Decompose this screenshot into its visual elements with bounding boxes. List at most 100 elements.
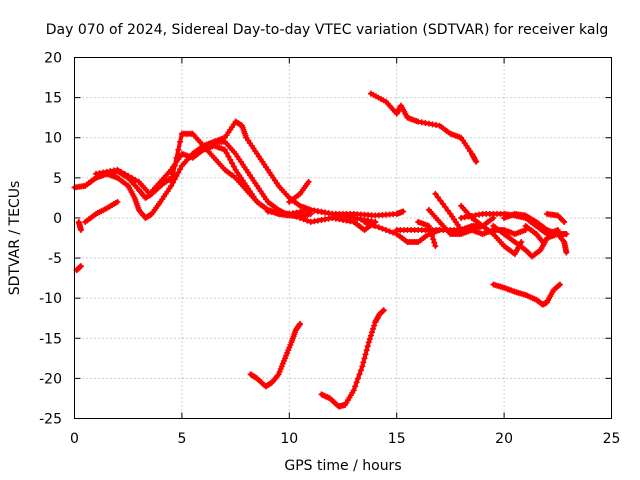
- data-point: [382, 226, 389, 233]
- data-point: [365, 339, 372, 346]
- data-point: [400, 208, 407, 215]
- data-point: [227, 156, 234, 163]
- y-tick-label: -5: [48, 251, 62, 267]
- series-arc-23: [544, 210, 568, 225]
- y-tick-label: 20: [44, 51, 62, 67]
- data-point: [473, 158, 480, 165]
- x-tick-label: 25: [603, 431, 621, 447]
- data-point: [225, 153, 232, 160]
- data-point: [128, 174, 135, 181]
- y-tick-label: -25: [39, 412, 62, 428]
- data-point: [177, 166, 184, 173]
- data-point: [444, 207, 451, 214]
- y-tick-label: 10: [44, 131, 62, 147]
- series-arc-4: [82, 198, 121, 225]
- data-point: [360, 359, 367, 366]
- data-point: [430, 236, 437, 243]
- data-point: [371, 322, 378, 329]
- data-point: [297, 214, 304, 221]
- series-arc-16: [415, 218, 439, 250]
- data-point: [297, 320, 304, 327]
- data-point: [372, 222, 379, 229]
- data-point: [350, 387, 357, 394]
- data-point: [437, 197, 444, 204]
- series-arc-9: [286, 178, 312, 205]
- data-point: [177, 138, 184, 145]
- data-point: [370, 325, 377, 332]
- y-tick-label: -15: [39, 331, 62, 347]
- data-point: [300, 216, 307, 223]
- data-point: [230, 163, 237, 170]
- data-point: [223, 150, 230, 157]
- data-point: [121, 170, 128, 177]
- data-point: [168, 178, 175, 185]
- series-arc-20: [490, 222, 570, 260]
- y-tick-label: 0: [53, 211, 62, 227]
- data-point: [380, 307, 387, 314]
- data-point: [366, 335, 373, 342]
- data-point: [356, 371, 363, 378]
- data-point: [556, 281, 563, 288]
- data-point: [361, 355, 368, 362]
- x-tick-label: 0: [70, 431, 79, 447]
- data-point: [561, 218, 568, 225]
- data-point: [305, 178, 312, 185]
- data-point: [77, 226, 84, 233]
- data-point: [171, 162, 178, 169]
- data-point: [173, 154, 180, 161]
- data-point: [289, 212, 296, 219]
- data-point: [293, 213, 300, 220]
- data-point: [353, 379, 360, 386]
- x-tick-label: 20: [495, 431, 513, 447]
- data-point: [442, 204, 449, 211]
- data-point: [77, 263, 84, 270]
- data-point: [429, 232, 436, 239]
- data-point: [221, 146, 228, 153]
- data-point: [363, 347, 370, 354]
- data-point: [439, 200, 446, 207]
- series-arc-21: [501, 210, 570, 237]
- data-point: [362, 351, 369, 358]
- data-point: [286, 210, 293, 217]
- data-point: [555, 282, 562, 289]
- data-point: [390, 229, 397, 236]
- data-point: [386, 228, 393, 235]
- data-point: [304, 217, 311, 224]
- data-point: [114, 198, 121, 205]
- series-arc-24: [490, 281, 563, 308]
- y-tick-label: -20: [39, 371, 62, 387]
- data-point: [425, 222, 432, 229]
- y-tick-label: 5: [53, 171, 62, 187]
- tick-labels: 0 5 10 15 20 25 -25 -20 -15 -10 -5 0 5 10 15 20: [39, 51, 620, 448]
- data-point: [375, 224, 382, 231]
- data-point: [352, 383, 359, 390]
- data-point: [125, 172, 132, 179]
- data-point: [364, 343, 371, 350]
- y-tick-label: -10: [39, 291, 62, 307]
- data-point: [379, 225, 386, 232]
- data-point: [175, 169, 182, 176]
- plot-marks: [71, 90, 570, 410]
- series-arc-2: [75, 218, 84, 233]
- x-tick-label: 5: [177, 431, 186, 447]
- data-point: [563, 230, 570, 237]
- x-tick-label: 10: [280, 431, 298, 447]
- data-point: [368, 329, 375, 336]
- data-point: [175, 146, 182, 153]
- data-point: [357, 367, 364, 374]
- data-point: [428, 229, 435, 236]
- series-arc-18: [458, 202, 525, 258]
- data-point: [431, 239, 438, 246]
- data-point: [432, 243, 439, 250]
- x-tick-label: 15: [388, 431, 406, 447]
- series-arc-26: [318, 307, 387, 410]
- data-point: [169, 170, 176, 177]
- data-point: [118, 168, 125, 175]
- data-point: [132, 176, 139, 183]
- data-point: [355, 375, 362, 382]
- data-point: [367, 332, 374, 339]
- series-arc-13: [367, 90, 480, 165]
- x-axis-label: GPS time / hours: [284, 458, 401, 474]
- data-point: [563, 249, 570, 256]
